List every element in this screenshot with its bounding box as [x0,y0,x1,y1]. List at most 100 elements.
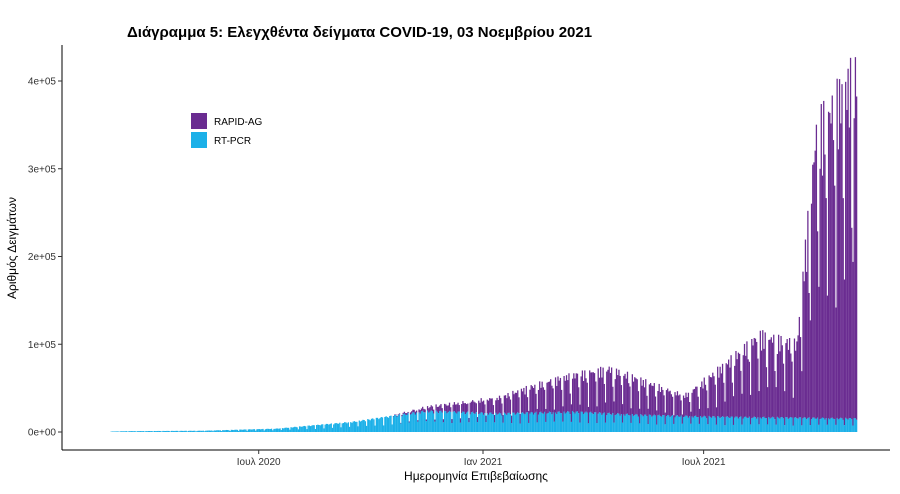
bar-rt-pcr [155,431,157,432]
bar-rt-pcr [548,411,551,432]
bar-rapid-ag [548,381,551,412]
bar-rapid-ag [581,370,584,412]
bar-rt-pcr [112,431,114,432]
bar-rt-pcr [456,413,458,432]
bar-rapid-ag [713,376,715,417]
bar-rt-pcr [501,415,503,432]
bar-rt-pcr [151,431,153,432]
bar-rt-pcr [435,410,437,432]
bar-rapid-ag [777,334,780,418]
bar-rapid-ag [456,404,458,414]
bar-rapid-ag [732,396,735,425]
bar-rt-pcr [236,429,239,432]
bar-rt-pcr [685,415,687,432]
bar-rt-pcr [528,422,530,432]
bar-rt-pcr [303,425,306,432]
bar-rapid-ag [419,410,421,414]
bar-rapid-ag [757,358,759,418]
bar-rapid-ag [628,383,630,416]
bar-rapid-ag [663,395,665,416]
bar-rt-pcr [852,425,854,432]
bar-rapid-ag [606,371,608,416]
bar-rt-pcr [263,430,265,432]
bar-rapid-ag [610,367,613,415]
bar-rapid-ag [450,407,452,412]
bar-rt-pcr [717,416,719,432]
bar-rt-pcr [177,430,179,432]
bar-rapid-ag [526,397,529,413]
bar-rt-pcr [168,430,170,432]
bar-rt-pcr [714,417,716,432]
bar-rapid-ag [779,351,781,419]
bar-rt-pcr [831,417,833,432]
bar-rt-pcr [223,430,225,432]
bar-rt-pcr [657,415,659,432]
bar-rt-pcr [564,413,566,432]
bar-rapid-ag [784,391,786,426]
bar-rt-pcr [541,413,543,432]
bar-rt-pcr [358,420,360,432]
bar-rt-pcr [774,419,776,432]
bar-rt-pcr [523,413,525,432]
bar-rt-pcr [745,416,747,432]
bar-rapid-ag [550,379,552,413]
bar-rt-pcr [784,425,786,432]
bar-rt-pcr [164,431,167,432]
bar-rt-pcr [350,422,352,432]
bar-rt-pcr [729,418,731,432]
bar-rt-pcr [353,421,356,432]
bar-rapid-ag [452,404,454,412]
bar-rt-pcr [848,418,850,432]
bar-rt-pcr [561,413,563,432]
bar-rt-pcr [712,416,714,432]
bar-rt-pcr [493,422,496,432]
bar-rt-pcr [816,417,819,432]
bar-rt-pcr [598,412,601,432]
bar-rt-pcr [718,416,720,432]
bar-rt-pcr [585,411,587,432]
bar-rt-pcr [213,430,215,432]
bar-rt-pcr [832,418,835,432]
bar-rt-pcr [489,412,491,432]
bar-rt-pcr [830,417,832,432]
bar-rapid-ag [653,383,655,415]
bar-rt-pcr [414,414,417,432]
bar-rt-pcr [762,417,764,432]
bar-rt-pcr [412,412,414,432]
bar-rapid-ag [582,381,585,414]
bar-rt-pcr [665,416,668,432]
bar-rt-pcr [241,429,243,432]
bar-rapid-ag [479,402,481,414]
bar-rapid-ag [457,402,459,412]
bar-rapid-ag [529,389,531,414]
bar-rapid-ag [430,405,432,411]
bar-rapid-ag [712,372,714,417]
bar-rt-pcr [342,422,345,432]
bar-rapid-ag [598,377,601,413]
bar-rt-pcr [574,413,576,432]
bar-rapid-ag [445,404,447,412]
bar-rt-pcr [307,425,309,432]
bar-rapid-ag [504,395,507,414]
bar-rt-pcr [626,413,629,432]
bar-rt-pcr [369,420,371,432]
bar-rt-pcr [476,422,479,432]
bar-rapid-ag [664,412,666,425]
bar-rt-pcr [552,412,554,432]
bar-rapid-ag [701,381,703,418]
bar-rapid-ag [519,413,521,424]
bar-rapid-ag [753,337,755,417]
bar-rapid-ag [675,395,677,416]
bar-rapid-ag [786,339,788,418]
bar-rt-pcr [589,412,591,432]
bar-rapid-ag [440,404,442,411]
bar-rapid-ag [851,227,853,420]
bar-rapid-ag [401,414,403,417]
bar-rt-pcr [637,416,640,432]
bar-rt-pcr [646,416,648,432]
bar-rt-pcr [709,416,712,432]
bar-rt-pcr [506,414,508,432]
bar-rt-pcr [117,431,119,432]
bar-rt-pcr [502,422,504,432]
bar-rapid-ag [578,387,580,414]
